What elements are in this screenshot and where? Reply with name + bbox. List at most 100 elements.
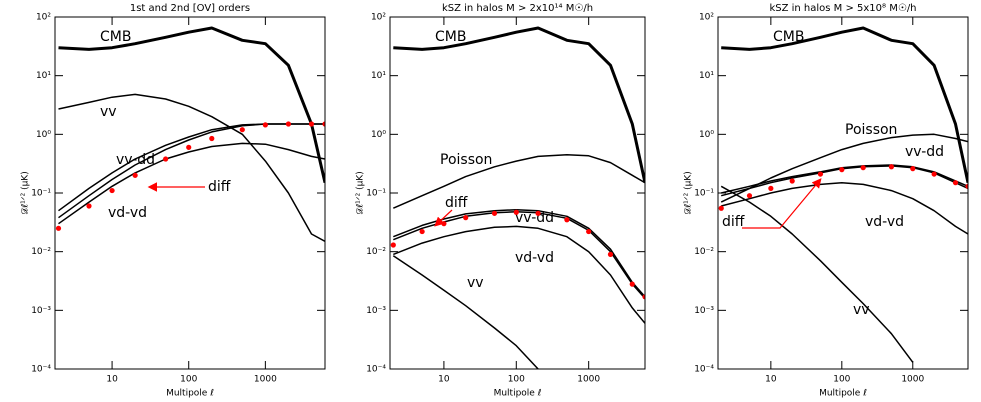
y-tick-label: 10⁻⁴	[31, 365, 51, 375]
x-axis-label: Multipole ℓ	[494, 389, 542, 399]
curve	[58, 142, 325, 225]
data-dot	[419, 228, 425, 235]
curve	[721, 181, 968, 235]
y-tick-label: 10⁻¹	[694, 189, 714, 199]
curve-label: vd-vd	[865, 214, 904, 230]
curve	[58, 26, 325, 184]
data-dot	[55, 225, 62, 231]
y-tick-label: 10⁻³	[366, 306, 386, 316]
y-tick-label: 10⁻⁴	[366, 365, 386, 375]
data-dot	[718, 205, 724, 211]
data-dot	[607, 251, 614, 257]
curve-label: Poisson	[440, 152, 492, 168]
x-tick-label: 10	[765, 375, 777, 385]
data-dot	[463, 215, 469, 221]
data-dot	[186, 144, 192, 150]
plot-frame	[717, 16, 969, 370]
x-axis-label: Multipole ℓ	[819, 389, 867, 399]
data-dot	[931, 171, 937, 177]
curve-label: diff	[445, 195, 468, 211]
curve-label: diff	[208, 179, 231, 195]
x-tick-label: 1000	[254, 375, 277, 385]
data-dot	[535, 210, 541, 216]
curve-label: vv	[853, 302, 870, 318]
y-tick-label: 10⁰	[699, 130, 714, 140]
y-axis-label: 𝒟ℓ¹ᐟ² (μK)	[356, 171, 366, 214]
curve	[721, 26, 968, 184]
y-axis-label: 𝒟ℓ¹ᐟ² (μK)	[21, 171, 31, 214]
data-dot	[817, 171, 824, 177]
curve	[393, 26, 645, 184]
data-dot	[746, 193, 753, 199]
diff-arrow	[742, 178, 822, 229]
curve-label: vv-dd	[905, 144, 944, 160]
data-dot	[163, 156, 169, 162]
plot-frame	[54, 16, 326, 370]
curve	[720, 133, 968, 203]
plot-frame	[389, 16, 646, 370]
data-dot	[322, 121, 325, 127]
y-tick-label: 10⁻¹	[31, 189, 51, 199]
data-dot	[952, 180, 959, 186]
data-dot	[262, 122, 268, 128]
curve-label: diff	[722, 214, 745, 230]
x-tick-label: 10	[106, 375, 118, 385]
data-dot	[209, 135, 215, 142]
curve	[393, 225, 645, 324]
data-dot	[586, 228, 592, 235]
y-tick-label: 10⁰	[36, 130, 51, 140]
curve-label: CMB	[100, 29, 131, 45]
curve-label: Poisson	[845, 122, 897, 138]
y-tick-label: 10⁻²	[694, 247, 714, 257]
data-dot	[441, 221, 447, 227]
data-dot	[109, 187, 115, 194]
curve	[393, 153, 645, 209]
data-dot	[564, 217, 570, 223]
data-dot	[390, 242, 396, 248]
curve-label: vd-vd	[515, 250, 554, 266]
data-dot	[308, 121, 315, 127]
data-dot	[888, 164, 895, 170]
curve	[721, 165, 968, 197]
x-tick-label: 100	[180, 375, 197, 385]
data-dot	[642, 294, 645, 300]
y-tick-label: 10⁻²	[31, 247, 51, 257]
data-dot	[132, 172, 138, 178]
chart-title: kSZ in halos M > 5x10⁸ M☉/h	[769, 3, 916, 14]
y-axis-label: 𝒟ℓ¹ᐟ² (μK)	[684, 171, 694, 214]
curve-label: vv	[467, 275, 484, 291]
panel: 1st and 2nd [OV] orders Multipole ℓ 𝒟ℓ¹ᐟ² …	[21, 3, 326, 399]
data-dot	[789, 178, 795, 184]
curve	[58, 123, 325, 219]
y-tick-label: 10⁻²	[366, 247, 386, 257]
data-dot	[768, 185, 774, 191]
x-tick-label: 10	[438, 375, 450, 385]
x-tick-label: 100	[833, 375, 850, 385]
data-dot	[629, 281, 635, 287]
data-dot	[239, 127, 245, 133]
y-tick-label: 10⁰	[371, 130, 386, 140]
curve	[58, 123, 325, 212]
curve-label: vv	[100, 104, 117, 120]
y-tick-label: 10¹	[699, 71, 714, 81]
chart-title: kSZ in halos M > 2x10¹⁴ M☉/h	[442, 3, 593, 14]
curve-label: CMB	[773, 29, 804, 45]
data-dot	[285, 121, 292, 127]
curve	[721, 164, 968, 194]
curve	[392, 255, 539, 369]
y-tick-label: 10⁻⁴	[694, 365, 714, 375]
data-dot	[965, 183, 968, 189]
y-tick-label: 10¹	[371, 71, 386, 81]
y-tick-label: 10⁻¹	[366, 189, 386, 199]
y-tick-label: 10²	[699, 13, 714, 23]
chart-title: 1st and 2nd [OV] orders	[130, 3, 250, 14]
x-tick-label: 100	[508, 375, 525, 385]
data-dot	[860, 165, 866, 171]
curve-label: CMB	[435, 29, 466, 45]
data-dot	[491, 210, 498, 216]
y-tick-label: 10⁻³	[694, 306, 714, 316]
x-tick-label: 1000	[577, 375, 600, 385]
curve-label: vv-dd	[116, 152, 155, 168]
y-tick-label: 10¹	[36, 71, 51, 81]
